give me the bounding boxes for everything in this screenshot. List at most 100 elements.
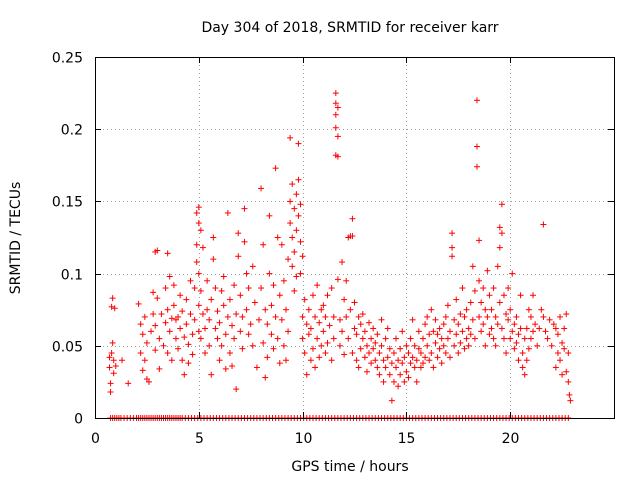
data-point xyxy=(471,335,478,342)
data-point xyxy=(148,328,155,335)
data-point xyxy=(457,339,464,346)
points-layer xyxy=(106,90,574,421)
data-point xyxy=(424,313,431,320)
data-point xyxy=(309,292,316,299)
data-point xyxy=(239,313,246,320)
data-point xyxy=(334,104,341,111)
data-point xyxy=(328,357,335,364)
x-tick-label: 20 xyxy=(502,431,520,447)
data-point xyxy=(185,360,192,367)
data-point xyxy=(380,357,387,364)
data-point xyxy=(359,311,366,318)
data-point xyxy=(339,259,346,266)
data-point xyxy=(376,350,383,357)
data-point xyxy=(540,313,547,320)
data-point xyxy=(316,354,323,361)
data-point xyxy=(565,350,572,357)
data-point xyxy=(471,287,478,294)
data-point xyxy=(444,302,451,309)
data-point xyxy=(231,335,238,342)
data-point xyxy=(289,234,296,241)
data-point xyxy=(334,153,341,160)
data-point xyxy=(496,244,503,251)
data-point xyxy=(152,347,159,354)
data-point xyxy=(505,285,512,292)
data-point xyxy=(220,273,227,280)
data-point xyxy=(245,285,252,292)
data-point xyxy=(557,357,564,364)
data-point xyxy=(185,341,192,348)
data-point xyxy=(565,378,572,385)
data-point xyxy=(534,342,541,349)
data-point xyxy=(440,321,447,328)
data-point xyxy=(154,295,161,302)
data-point xyxy=(368,360,375,367)
data-point xyxy=(368,335,375,342)
data-point xyxy=(181,371,188,378)
data-point xyxy=(484,313,491,320)
data-point xyxy=(332,90,339,97)
data-point xyxy=(309,345,316,352)
data-point xyxy=(166,328,173,335)
data-point xyxy=(150,289,157,296)
data-point xyxy=(326,322,333,329)
data-point xyxy=(446,328,453,335)
data-point xyxy=(530,328,537,335)
data-point xyxy=(478,299,485,306)
data-point xyxy=(183,321,190,328)
data-point xyxy=(314,282,321,289)
data-point xyxy=(336,342,343,349)
data-point xyxy=(492,313,499,320)
data-point xyxy=(202,350,209,357)
data-point xyxy=(449,230,456,237)
data-point xyxy=(463,306,470,313)
data-point xyxy=(208,371,215,378)
data-point xyxy=(160,342,167,349)
data-point xyxy=(280,277,287,284)
data-point xyxy=(320,302,327,309)
data-point xyxy=(482,342,489,349)
data-point xyxy=(264,321,271,328)
data-point xyxy=(363,342,370,349)
x-tick-label: 15 xyxy=(398,431,416,447)
data-point xyxy=(291,248,298,255)
data-point xyxy=(509,270,516,277)
data-point xyxy=(561,325,568,332)
data-point xyxy=(554,350,561,357)
data-point xyxy=(461,313,468,320)
data-point xyxy=(260,241,267,248)
data-point xyxy=(490,285,497,292)
data-point xyxy=(550,321,557,328)
data-point xyxy=(382,364,389,371)
data-point xyxy=(411,342,418,349)
data-point xyxy=(357,345,364,352)
data-point xyxy=(480,285,487,292)
data-point xyxy=(500,335,507,342)
data-point xyxy=(366,319,373,326)
data-point xyxy=(505,316,512,323)
data-point xyxy=(166,273,173,280)
data-point xyxy=(554,331,561,338)
data-point xyxy=(145,378,152,385)
data-point xyxy=(341,351,348,358)
data-point xyxy=(455,350,462,357)
data-point xyxy=(303,371,310,378)
data-point xyxy=(476,277,483,284)
data-point xyxy=(347,306,354,313)
data-point xyxy=(463,335,470,342)
data-point xyxy=(353,357,360,364)
data-point xyxy=(278,241,285,248)
data-point xyxy=(270,345,277,352)
y-tick-label: 0.05 xyxy=(52,340,83,356)
data-point xyxy=(195,328,202,335)
data-point xyxy=(366,350,373,357)
data-point xyxy=(411,364,418,371)
data-point xyxy=(274,234,281,241)
data-point xyxy=(237,292,244,299)
data-point xyxy=(349,350,356,357)
data-point xyxy=(216,357,223,364)
data-point xyxy=(266,270,273,277)
data-point xyxy=(191,316,198,323)
data-point xyxy=(476,313,483,320)
